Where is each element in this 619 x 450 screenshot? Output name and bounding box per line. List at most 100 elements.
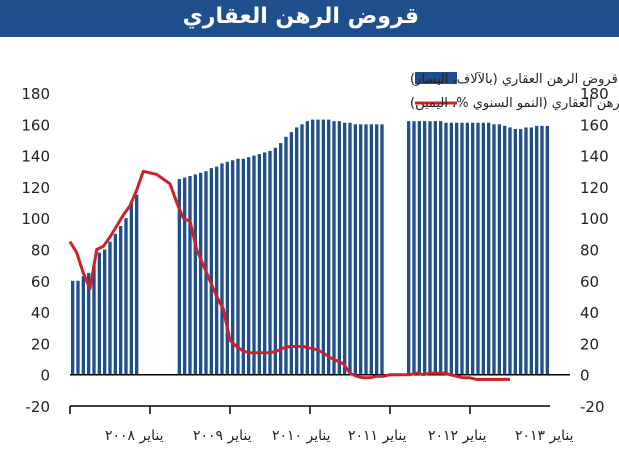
bar bbox=[284, 136, 288, 375]
right-tick-label: 40 bbox=[580, 304, 599, 322]
bar bbox=[273, 147, 277, 375]
bar bbox=[519, 128, 523, 375]
right-tick-label: 20 bbox=[580, 335, 599, 353]
x-tick-label: يناير ٢٠١٠ bbox=[272, 428, 331, 444]
left-tick-label: 180 bbox=[21, 85, 50, 103]
bar bbox=[71, 280, 75, 375]
bar bbox=[124, 218, 128, 375]
left-tick-label: 40 bbox=[31, 304, 50, 322]
right-tick-label: -20 bbox=[580, 398, 605, 416]
bar bbox=[183, 177, 187, 375]
bar bbox=[215, 166, 219, 375]
bar bbox=[513, 128, 517, 375]
bar bbox=[177, 179, 181, 375]
bar bbox=[337, 121, 341, 375]
bar bbox=[316, 119, 320, 375]
bar bbox=[321, 119, 325, 375]
bar bbox=[87, 272, 91, 375]
bar bbox=[332, 121, 336, 375]
bar bbox=[449, 122, 453, 375]
bar bbox=[359, 124, 363, 375]
growth-line bbox=[68, 169, 510, 381]
bar bbox=[439, 121, 443, 375]
x-tick-label: يناير ٢٠١٣ bbox=[515, 428, 574, 444]
bar bbox=[476, 122, 480, 375]
right-tick-label: 180 bbox=[580, 85, 609, 103]
bar bbox=[375, 124, 379, 375]
chart-title: قروض الرهن العقاري bbox=[182, 4, 419, 29]
bar bbox=[455, 122, 459, 375]
x-tick-label: يناير ٢٠٠٨ bbox=[105, 428, 164, 444]
bar bbox=[353, 124, 357, 375]
left-tick-label: 120 bbox=[21, 179, 50, 197]
line-series bbox=[68, 169, 510, 381]
bar bbox=[524, 127, 528, 375]
bar bbox=[460, 122, 464, 375]
bar bbox=[545, 125, 549, 375]
legend: قروض الرهن العقاري (بالآلاف، اليسار) نمو… bbox=[410, 71, 619, 111]
right-axis-ticks: 180 160 140 120 100 80 60 40 20 0 -20 bbox=[580, 85, 609, 416]
bar bbox=[369, 124, 373, 375]
bar-series bbox=[71, 119, 549, 375]
left-tick-label: 60 bbox=[31, 273, 50, 291]
bar bbox=[76, 280, 80, 375]
bar bbox=[103, 249, 107, 375]
bar bbox=[295, 127, 299, 375]
bar bbox=[92, 265, 96, 375]
title-bar: قروض الرهن العقاري bbox=[0, 0, 619, 37]
bar bbox=[81, 276, 85, 375]
bar bbox=[481, 122, 485, 375]
right-tick-label: 0 bbox=[580, 367, 590, 385]
bar bbox=[188, 175, 192, 375]
left-tick-label: 160 bbox=[21, 116, 50, 134]
legend-label-bar: قروض الرهن العقاري (بالآلاف، اليسار) bbox=[410, 71, 618, 87]
bar bbox=[289, 132, 293, 375]
bar bbox=[380, 124, 384, 375]
left-axis-ticks: 180 160 140 120 100 80 60 40 20 0 -20 bbox=[21, 85, 50, 416]
bar bbox=[305, 121, 309, 375]
bar bbox=[428, 121, 432, 375]
bar bbox=[252, 155, 256, 375]
right-tick-label: 80 bbox=[580, 242, 599, 260]
x-tick-label: يناير ٢٠٠٩ bbox=[193, 428, 252, 444]
bar bbox=[465, 122, 469, 375]
bar bbox=[129, 202, 133, 375]
bar bbox=[279, 143, 283, 375]
bar bbox=[236, 158, 240, 375]
bar bbox=[444, 122, 448, 375]
bar bbox=[231, 160, 235, 375]
bar bbox=[423, 121, 427, 375]
bar bbox=[412, 121, 416, 375]
bar bbox=[540, 125, 544, 375]
bar bbox=[108, 241, 112, 375]
bar bbox=[364, 124, 368, 375]
bar bbox=[529, 127, 533, 375]
x-tick-label: يناير ٢٠١٢ bbox=[428, 428, 487, 444]
left-tick-label: 0 bbox=[40, 367, 50, 385]
x-axis-ticks: يناير ٢٠٠٨ يناير ٢٠٠٩ يناير ٢٠١٠ يناير ٢٠١١… bbox=[69, 406, 574, 444]
bar bbox=[193, 174, 197, 375]
bar bbox=[407, 121, 411, 375]
right-tick-label: 160 bbox=[580, 116, 609, 134]
bar bbox=[471, 122, 475, 375]
right-tick-label: 120 bbox=[580, 179, 609, 197]
bar bbox=[263, 152, 267, 375]
right-tick-label: 60 bbox=[580, 273, 599, 291]
bar bbox=[113, 233, 117, 375]
bar bbox=[343, 122, 347, 375]
bar bbox=[503, 125, 507, 375]
bar bbox=[247, 157, 251, 375]
bar bbox=[241, 158, 245, 375]
left-tick-label: 100 bbox=[21, 210, 50, 228]
right-tick-label: 100 bbox=[580, 210, 609, 228]
left-tick-label: 140 bbox=[21, 148, 50, 166]
bar bbox=[220, 163, 224, 375]
bar bbox=[348, 122, 352, 375]
bar bbox=[300, 124, 304, 375]
left-tick-label: 80 bbox=[31, 242, 50, 260]
bar bbox=[199, 172, 203, 375]
left-tick-label: -20 bbox=[26, 398, 51, 416]
bar bbox=[535, 125, 539, 375]
bar bbox=[257, 154, 261, 375]
